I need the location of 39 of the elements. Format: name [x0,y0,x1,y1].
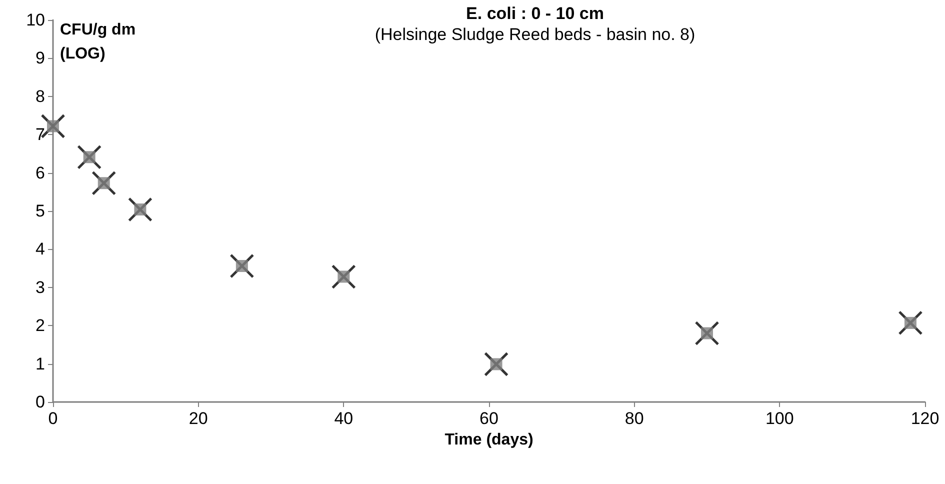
x-tick-label: 120 [910,409,940,428]
point [694,320,720,346]
point [490,358,502,370]
chart-subtitle: (Helsinge Sludge Reed beds - basin no. 8) [374,25,696,44]
x-tick-label: 100 [765,409,794,428]
y-tick-label: 9 [36,48,45,68]
point [134,203,146,216]
point [898,310,923,336]
point [230,254,254,278]
y-tick-label: 5 [36,202,45,220]
y-tick-label: 8 [36,86,45,106]
point [331,264,356,289]
y-tick-label: 3 [36,278,45,297]
y-tick-label: 10 [26,10,45,30]
y-tick-label: 0 [36,392,45,412]
point [338,270,350,283]
y-tick-label: 7 [36,125,45,144]
y-tick-label: 1 [36,354,45,374]
y-tick-label: 4 [36,240,45,259]
point [128,197,152,222]
y-tick-label: 6 [36,163,45,182]
point [47,120,59,132]
y-tick-label: 2 [36,316,45,336]
x-axis-title: Time (days) [444,432,534,448]
x-tick-label: 80 [624,409,644,428]
x-tick-label: 60 [480,409,498,428]
point [904,316,916,329]
chart-title: E. coli : 0 - 10 cm [466,4,604,23]
point [236,260,248,272]
x-tick-label: 0 [48,409,58,428]
x-tick-label: 20 [188,409,208,428]
point [92,170,116,196]
point [83,151,96,164]
y-axis-title: CFU/g dm (LOG) [60,22,136,62]
x-tick-label: 40 [334,409,354,428]
point [77,144,102,170]
point [484,352,509,376]
point [701,327,713,340]
point [98,177,110,190]
